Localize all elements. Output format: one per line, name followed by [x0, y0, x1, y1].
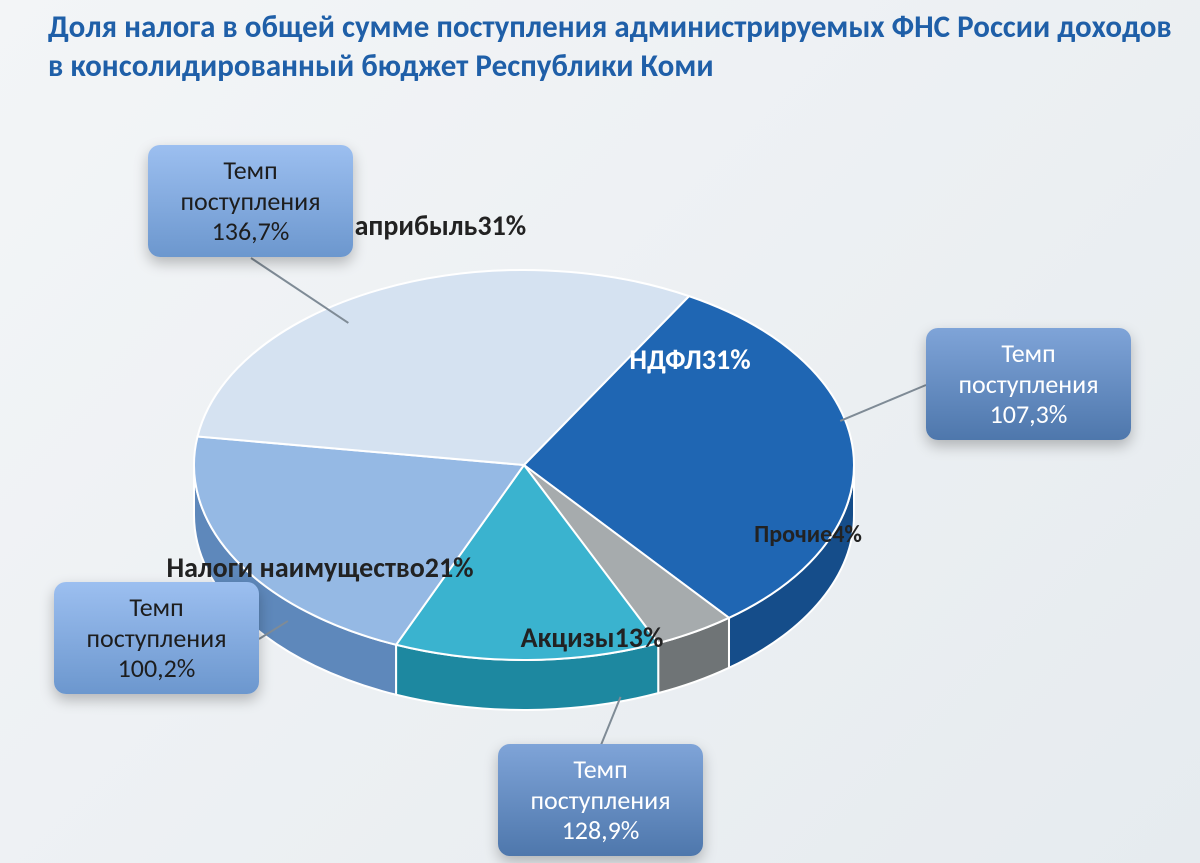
callout-c-ndfl: Темппоступления107,3%: [926, 328, 1131, 440]
slice-label-ndfl: НДФЛ31%: [629, 344, 750, 376]
callout-c-pribyl: Темппоступления136,7%: [148, 145, 353, 257]
callout-c-aktsizy: Темппоступления128,9%: [498, 744, 703, 856]
slice-label-aktsizy: Акцизы13%: [521, 622, 664, 654]
callout-c-imush: Темппоступления100,2%: [54, 582, 259, 694]
slice-label-prochie: Прочие4%: [754, 521, 862, 549]
slice-label-imush: Налоги наимущество21%: [166, 552, 473, 584]
